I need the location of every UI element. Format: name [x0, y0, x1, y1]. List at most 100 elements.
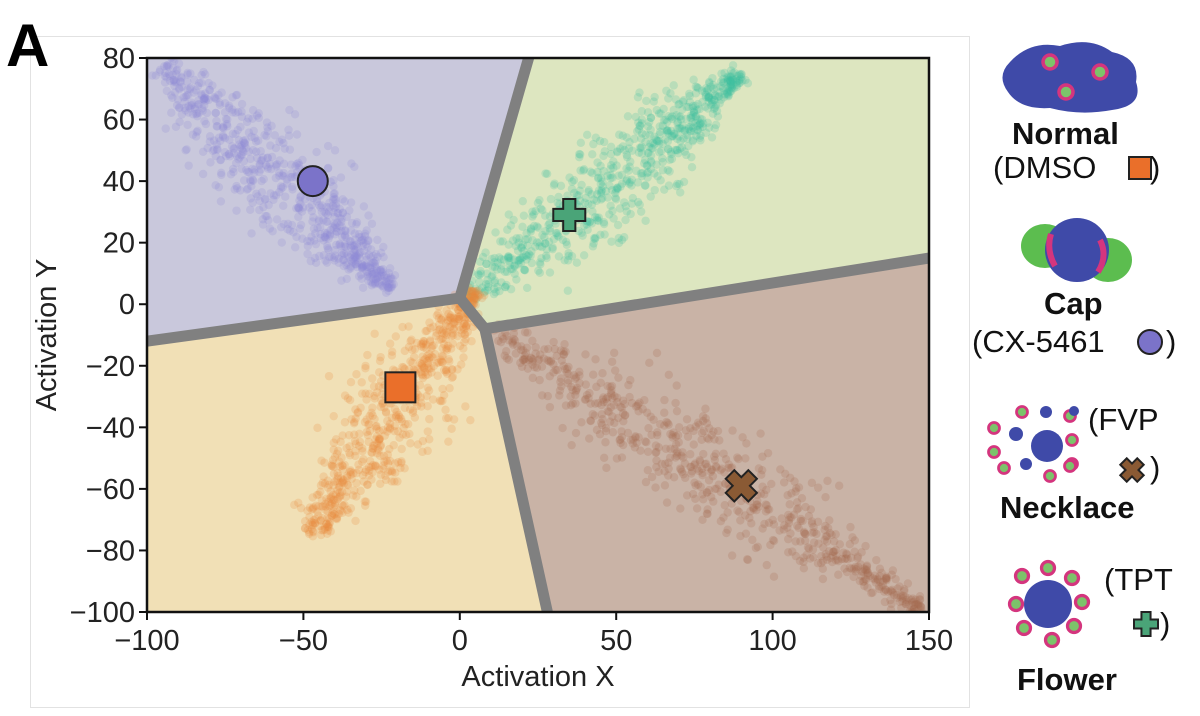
point-cap: [386, 273, 395, 282]
point-cap: [341, 242, 351, 252]
point-cap: [354, 272, 364, 281]
point-cap: [243, 184, 253, 193]
point-cap: [242, 117, 252, 127]
point-flower: [676, 124, 685, 133]
point-flower: [501, 282, 510, 291]
point-normal: [339, 501, 348, 511]
point-cap: [330, 251, 340, 260]
point-cap: [213, 145, 222, 155]
point-normal: [346, 466, 355, 475]
point-normal: [393, 477, 402, 486]
point-cap: [314, 217, 324, 226]
point-normal: [438, 326, 448, 335]
point-necklace: [747, 519, 756, 528]
point-flower: [663, 126, 672, 135]
point-flower: [670, 129, 679, 138]
point-cap: [285, 105, 294, 115]
point-flower: [617, 235, 627, 245]
point-normal: [400, 346, 410, 356]
point-flower: [599, 218, 609, 227]
point-cap: [297, 207, 307, 216]
point-necklace: [601, 438, 610, 447]
point-cap: [237, 107, 246, 116]
point-flower: [645, 142, 654, 152]
point-necklace: [610, 418, 619, 428]
point-normal: [376, 402, 385, 412]
point-flower: [631, 112, 640, 122]
point-normal: [345, 442, 354, 451]
point-cap: [271, 173, 281, 183]
point-normal: [328, 455, 338, 465]
point-normal: [340, 460, 349, 470]
point-flower: [724, 92, 733, 101]
point-cap: [172, 65, 182, 74]
point-cap: [335, 240, 344, 250]
point-flower: [608, 173, 617, 182]
point-cap: [192, 109, 202, 118]
point-cap: [180, 48, 188, 56]
point-flower: [541, 226, 550, 236]
point-cap: [227, 142, 237, 151]
point-cap: [371, 256, 380, 266]
point-normal: [381, 407, 391, 416]
point-normal: [477, 293, 487, 303]
point-necklace: [804, 511, 814, 521]
point-normal: [308, 493, 317, 502]
point-flower: [633, 178, 643, 187]
point-flower: [674, 100, 683, 109]
point-cap: [205, 85, 215, 95]
point-cap: [363, 262, 372, 272]
point-flower: [535, 258, 545, 267]
y-tick-label: −20: [86, 351, 135, 383]
point-normal: [364, 462, 374, 472]
point-cap: [339, 249, 349, 258]
point-flower: [695, 119, 705, 128]
point-flower: [636, 207, 646, 216]
point-normal: [429, 341, 438, 350]
point-necklace: [840, 564, 849, 573]
point-cap: [338, 208, 348, 217]
point-normal: [406, 337, 415, 346]
point-flower: [618, 131, 628, 140]
point-flower: [564, 248, 573, 258]
point-necklace: [850, 536, 860, 545]
point-cap: [270, 131, 280, 140]
point-normal: [404, 342, 414, 352]
point-cap: [278, 183, 287, 192]
point-normal: [324, 523, 334, 532]
point-flower: [678, 121, 687, 130]
point-cap: [319, 251, 329, 260]
point-flower: [617, 170, 627, 180]
point-normal: [383, 450, 393, 459]
point-flower: [672, 146, 682, 155]
point-flower: [596, 195, 606, 204]
point-flower: [675, 144, 685, 153]
point-flower: [737, 69, 746, 79]
point-cap: [372, 265, 382, 274]
point-necklace: [831, 530, 840, 539]
point-cap: [183, 68, 192, 78]
point-cap: [347, 218, 357, 228]
point-cap: [280, 144, 289, 153]
point-cap: [239, 176, 249, 185]
point-flower: [481, 248, 490, 257]
point-necklace: [660, 481, 670, 490]
point-cap: [352, 218, 362, 227]
point-cap: [370, 279, 380, 289]
point-cap: [321, 209, 331, 218]
point-flower: [542, 245, 552, 254]
point-flower: [637, 107, 646, 116]
point-flower: [586, 167, 595, 176]
point-cap: [193, 126, 202, 136]
point-normal: [353, 408, 362, 418]
point-cap: [169, 75, 178, 85]
point-necklace: [592, 382, 601, 392]
point-normal: [321, 502, 331, 511]
point-flower: [667, 114, 677, 124]
point-normal: [313, 507, 322, 516]
point-flower: [713, 112, 723, 121]
point-normal: [453, 365, 462, 374]
point-flower: [606, 170, 615, 180]
point-flower: [679, 134, 688, 143]
point-flower: [502, 280, 511, 290]
